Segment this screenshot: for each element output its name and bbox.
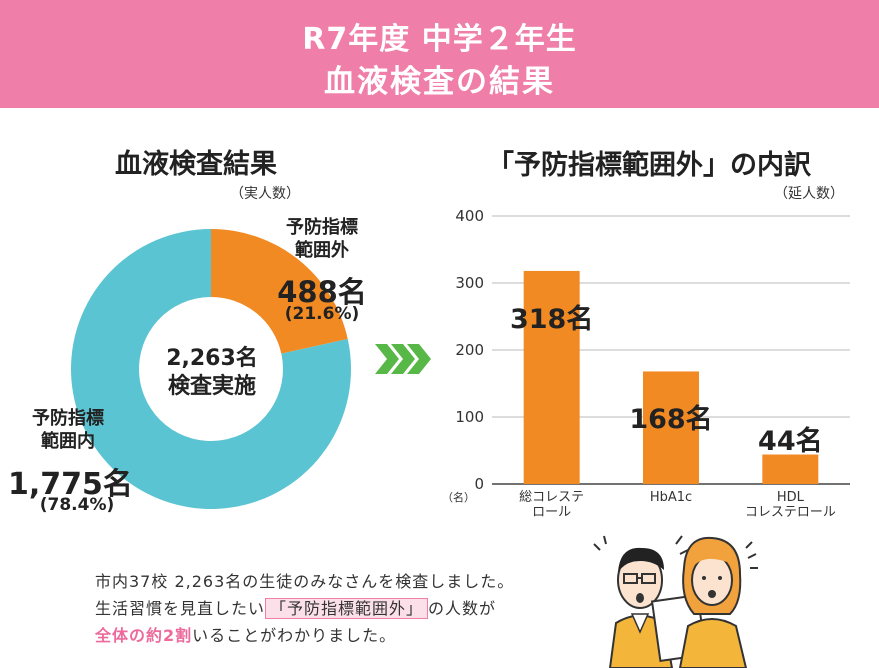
- donut-slices: [71, 229, 351, 509]
- in-range-percent: (78.4%): [39, 495, 115, 515]
- donut-title: 血液検査結果: [115, 149, 277, 180]
- donut-slice-0: [211, 229, 348, 354]
- header-title-line2: 血液検査の結果: [324, 64, 555, 100]
- header-banner: R7年度 中学２年生 血液検査の結果: [0, 0, 879, 108]
- footer-highlight-box: 「予防指標範囲外」: [265, 598, 429, 619]
- out-range-label-line1: 予防指標: [286, 217, 358, 238]
- chevron-2: [391, 344, 415, 374]
- x-label-0-1: ロール: [532, 505, 571, 520]
- footer-emphasis: 全体の約2割: [95, 626, 193, 645]
- out-range-label: 予防指標 範囲外: [262, 216, 382, 262]
- x-label-1-0: HbA1c: [650, 490, 692, 505]
- footer-line3: 全体の約2割いることがわかりました。: [95, 622, 575, 649]
- bar-value-label-0: 318名: [509, 303, 594, 335]
- in-range-count: 1,775名: [8, 467, 133, 502]
- donut-center-caption: 検査実施: [167, 374, 256, 399]
- donut-unit-note: （実人数）: [230, 186, 300, 202]
- bar-y-unit: （名）: [442, 490, 475, 504]
- donut-chart: [71, 229, 351, 509]
- x-label-2-0: HDL: [777, 490, 805, 505]
- donut-center-text: 2,263名 検査実施: [140, 345, 284, 401]
- in-range-label-line1: 予防指標: [32, 408, 104, 429]
- bar-title: 「予防指標範囲外」の内訳: [487, 150, 811, 181]
- out-range-percent: (21.6%): [284, 304, 360, 324]
- y-tick-4: 400: [455, 207, 484, 225]
- in-range-label: 予防指標 範囲内: [8, 407, 128, 453]
- footer-line2-post: の人数が: [428, 599, 497, 618]
- y-tick-0: 0: [474, 475, 484, 493]
- y-tick-1: 100: [455, 408, 484, 426]
- chevron-1: [375, 344, 399, 374]
- y-tick-2: 200: [455, 341, 484, 359]
- footer-message: 市内37校 2,263名の生徒のみなさんを検査しました。 生活習慣を見直したい「…: [95, 568, 575, 649]
- chevron-3: [407, 344, 431, 374]
- header-title-line1: R7年度 中学２年生: [302, 22, 577, 57]
- footer-line1: 市内37校 2,263名の生徒のみなさんを検査しました。: [95, 572, 515, 591]
- donut-center-count: 2,263名: [166, 346, 258, 371]
- footer-line2-pre: 生活習慣を見直したい: [95, 599, 266, 618]
- chevron-right-icon: [375, 344, 431, 374]
- bar-0: [523, 270, 580, 484]
- surprised-people-illustration: [593, 535, 758, 668]
- donut-slice-1: [71, 229, 351, 509]
- man-figure: [593, 535, 689, 668]
- y-tick-3: 300: [455, 274, 484, 292]
- bar-1: [643, 371, 699, 484]
- x-label-0-0: 総コレステ: [519, 490, 584, 505]
- out-range-count: 488名: [277, 275, 367, 309]
- bar-bars: [523, 270, 819, 484]
- out-range-label-line2: 範囲外: [295, 240, 349, 261]
- bar-value-label-2: 44名: [758, 425, 823, 457]
- in-range-label-line2: 範囲内: [41, 431, 95, 452]
- bar-unit-note: （延人数）: [774, 186, 844, 202]
- bar-value-label-1: 168名: [629, 404, 713, 436]
- footer-line2: 生活習慣を見直したい 「予防指標範囲外」 の人数が: [95, 595, 575, 622]
- woman-figure: [678, 536, 758, 668]
- bar-y-ticks: 0 100 200 300 400: [455, 207, 484, 493]
- footer-line3-post: いることがわかりました。: [192, 626, 397, 645]
- bar-2: [762, 454, 819, 484]
- x-label-2-1: コレステロール: [745, 505, 836, 520]
